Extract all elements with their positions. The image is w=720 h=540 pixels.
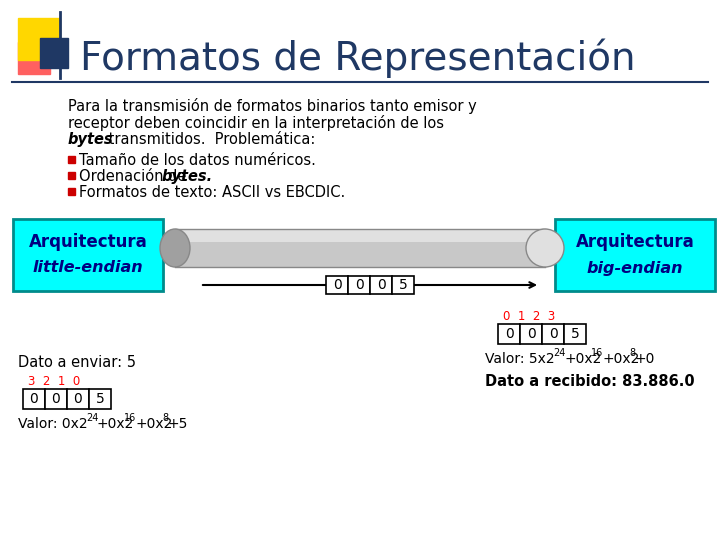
Text: Tamaño de los datos numéricos.: Tamaño de los datos numéricos.: [79, 153, 316, 168]
Text: 8: 8: [629, 348, 636, 358]
Bar: [498, 324, 520, 344]
Text: Arquitectura: Arquitectura: [575, 233, 694, 251]
Bar: [18, 18, 60, 60]
Text: Valor: 0x2: Valor: 0x2: [18, 417, 88, 431]
Text: 16: 16: [125, 413, 137, 423]
Bar: [370, 276, 392, 294]
Bar: [23, 389, 45, 409]
Text: 0: 0: [73, 392, 82, 406]
Bar: [564, 324, 586, 344]
Text: 0  1  2  3: 0 1 2 3: [503, 310, 555, 323]
Bar: [542, 324, 564, 344]
Text: 0: 0: [355, 278, 364, 292]
Text: Valor: 5x2: Valor: 5x2: [485, 352, 554, 366]
Text: Dato a recibido: 83.886.0: Dato a recibido: 83.886.0: [485, 374, 695, 389]
Text: +0x2: +0x2: [564, 352, 601, 366]
Text: +5: +5: [168, 417, 188, 431]
Bar: [68, 156, 75, 163]
Text: Dato a enviar: 5: Dato a enviar: 5: [18, 355, 136, 370]
Text: 8: 8: [163, 413, 168, 423]
Text: Para la transmisión de formatos binarios tanto emisor y: Para la transmisión de formatos binarios…: [68, 98, 477, 114]
Bar: [520, 324, 542, 344]
Bar: [68, 172, 75, 179]
Ellipse shape: [160, 229, 190, 267]
Ellipse shape: [526, 229, 564, 267]
Text: Formatos de texto: ASCII vs EBCDIC.: Formatos de texto: ASCII vs EBCDIC.: [79, 185, 346, 200]
Text: Formatos de Representación: Formatos de Representación: [80, 38, 636, 78]
Bar: [392, 276, 414, 294]
Text: transmitidos.  Problemática:: transmitidos. Problemática:: [104, 132, 315, 147]
FancyBboxPatch shape: [175, 229, 545, 267]
Text: 3  2  1  0: 3 2 1 0: [28, 375, 80, 388]
Bar: [45, 389, 67, 409]
Text: bytes.: bytes.: [162, 169, 213, 184]
Text: +0x2: +0x2: [97, 417, 135, 431]
Text: 0: 0: [549, 327, 557, 341]
Text: 16: 16: [591, 348, 603, 358]
Bar: [67, 389, 89, 409]
Text: Ordenación de: Ordenación de: [79, 169, 191, 184]
Text: 0: 0: [377, 278, 385, 292]
Text: +0x2: +0x2: [602, 352, 639, 366]
Bar: [348, 276, 370, 294]
Bar: [68, 188, 75, 195]
Text: receptor deben coincidir en la interpretación de los: receptor deben coincidir en la interpret…: [68, 115, 444, 131]
FancyBboxPatch shape: [555, 219, 715, 291]
Text: bytes: bytes: [68, 132, 114, 147]
Text: 5: 5: [96, 392, 104, 406]
FancyBboxPatch shape: [175, 229, 545, 242]
Text: +0x2: +0x2: [135, 417, 173, 431]
Bar: [40, 38, 68, 68]
Bar: [326, 276, 348, 294]
Bar: [18, 42, 50, 74]
Text: 24: 24: [86, 413, 99, 423]
Text: 0: 0: [30, 392, 38, 406]
Text: 5: 5: [571, 327, 580, 341]
Bar: [89, 389, 111, 409]
Text: +0: +0: [635, 352, 655, 366]
FancyBboxPatch shape: [13, 219, 163, 291]
Text: 0: 0: [333, 278, 341, 292]
Text: 0: 0: [52, 392, 60, 406]
Text: little-endian: little-endian: [32, 260, 143, 275]
Text: 24: 24: [553, 348, 565, 358]
Text: 5: 5: [399, 278, 408, 292]
Text: 0: 0: [505, 327, 513, 341]
Text: big-endian: big-endian: [587, 260, 683, 275]
Text: Arquitectura: Arquitectura: [29, 233, 148, 251]
Text: 0: 0: [526, 327, 536, 341]
